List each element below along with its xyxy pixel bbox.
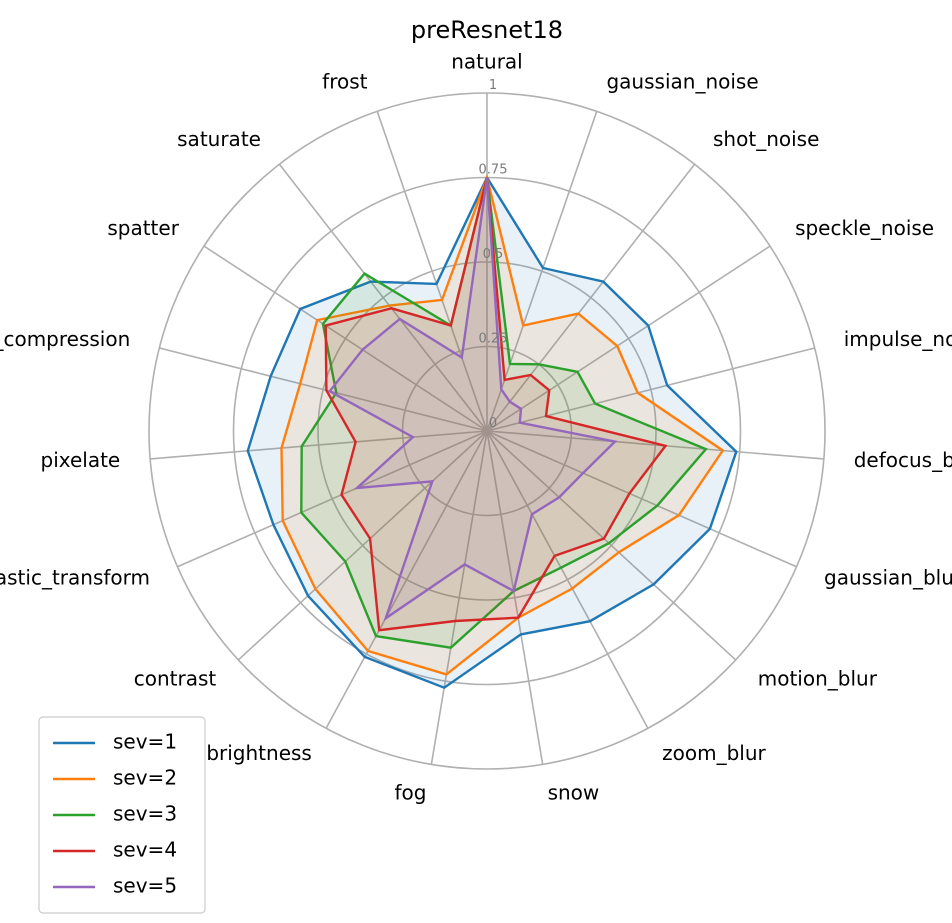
grid-spoke: [430, 430, 488, 765]
category-label: frost: [322, 69, 367, 93]
legend: sev=1 sev=2 sev=3 sev=4 sev=5: [38, 716, 206, 914]
radial-tick-labels: 0 0.25 0.5 0.75 1: [479, 78, 508, 431]
grid-spoke: [278, 163, 488, 432]
grid-spoke: [203, 245, 488, 432]
category-label: zoom_blur: [662, 741, 766, 765]
legend-box: [38, 716, 206, 914]
legend-entry: sev=5: [113, 874, 177, 898]
category-label: saturate: [177, 127, 261, 151]
legend-entry: sev=2: [113, 766, 177, 790]
series-line: [324, 177, 668, 632]
grid-spoke: [325, 430, 488, 729]
category-labels: natural gaussian_noise shot_noise speckle_n…: [0, 50, 952, 805]
category-label: fog: [394, 780, 426, 804]
grid-spoke: [486, 163, 696, 432]
category-label: speckle_noise: [795, 216, 934, 240]
series-fill: [329, 177, 615, 619]
legend-entry: sev=3: [113, 802, 177, 826]
grid-spoke: [486, 430, 544, 765]
legend-entry: sev=4: [113, 838, 177, 862]
category-label: defocus_blur: [854, 448, 952, 472]
category-label: gaussian_noise: [606, 69, 758, 93]
grid-spoke: [237, 430, 488, 661]
grid-spoke: [486, 245, 771, 432]
series-line: [280, 173, 725, 676]
grid-spoke: [486, 430, 737, 661]
category-label: jpeg_compression: [0, 327, 130, 351]
category-label: contrast: [134, 667, 217, 691]
radial-tick-label: 0.5: [483, 247, 504, 262]
series-fill: [281, 177, 723, 675]
category-label: natural: [451, 50, 522, 74]
series-line: [246, 174, 738, 690]
legend-entry: sev=1: [113, 730, 177, 754]
category-label: pixelate: [41, 448, 121, 472]
category-label: elastic_transform: [0, 565, 150, 589]
radial-tick-label: 1: [489, 78, 497, 93]
category-label: shot_noise: [713, 127, 819, 151]
radial-tick-label: 0: [489, 416, 497, 431]
category-label: gaussian_blur: [824, 565, 952, 589]
grid-spoke: [486, 430, 824, 460]
grid-spoke: [486, 347, 815, 432]
category-label: impulse_noise: [844, 327, 952, 351]
radial-tick-label: 0.75: [479, 163, 508, 178]
series-fill: [247, 177, 737, 688]
category-label: snow: [548, 780, 600, 804]
grid-spoke: [486, 430, 797, 568]
category-label: motion_blur: [758, 667, 878, 691]
grid-spoke: [159, 347, 488, 432]
series-fill: [301, 177, 706, 648]
category-label: brightness: [206, 741, 312, 765]
chart-title: preResnet18: [411, 16, 563, 44]
grid-spoke: [177, 430, 488, 568]
grid-spoke: [376, 111, 488, 432]
series-line: [327, 177, 618, 622]
category-label: spatter: [107, 216, 179, 240]
radar-series: [246, 173, 738, 690]
series-fill: [325, 177, 666, 631]
radial-tick-label: 0.25: [479, 332, 508, 347]
grid-spoke: [486, 430, 649, 729]
grid-spoke: [150, 430, 488, 460]
radar-grid: [148, 92, 826, 770]
